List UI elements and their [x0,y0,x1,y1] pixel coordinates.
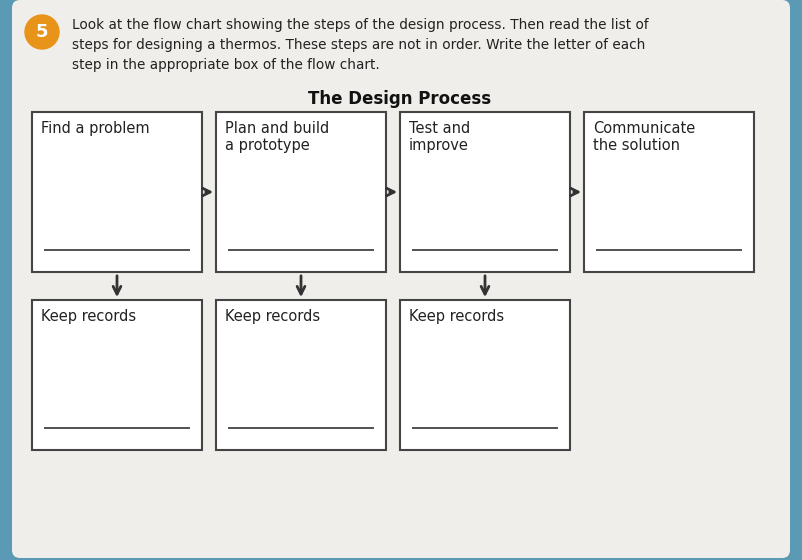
Text: Keep records: Keep records [41,309,136,324]
Bar [399,112,569,272]
Text: The Design Process: The Design Process [308,90,491,108]
Bar [583,112,753,272]
Text: Test and
improve: Test and improve [408,121,470,153]
Text: Plan and build
a prototype: Plan and build a prototype [225,121,329,153]
Text: step in the appropriate box of the flow chart.: step in the appropriate box of the flow … [72,58,379,72]
Circle shape [25,15,59,49]
Bar [216,300,386,450]
Text: Keep records: Keep records [408,309,504,324]
Text: Keep records: Keep records [225,309,320,324]
Text: steps for designing a thermos. These steps are not in order. Write the letter of: steps for designing a thermos. These ste… [72,38,645,52]
Bar [399,300,569,450]
Text: Find a problem: Find a problem [41,121,149,136]
Text: Communicate
the solution: Communicate the solution [592,121,695,153]
FancyBboxPatch shape [12,0,789,558]
Bar [32,112,202,272]
Text: Look at the flow chart showing the steps of the design process. Then read the li: Look at the flow chart showing the steps… [72,18,648,32]
Bar [216,112,386,272]
Bar [32,300,202,450]
Text: 5: 5 [36,23,48,41]
